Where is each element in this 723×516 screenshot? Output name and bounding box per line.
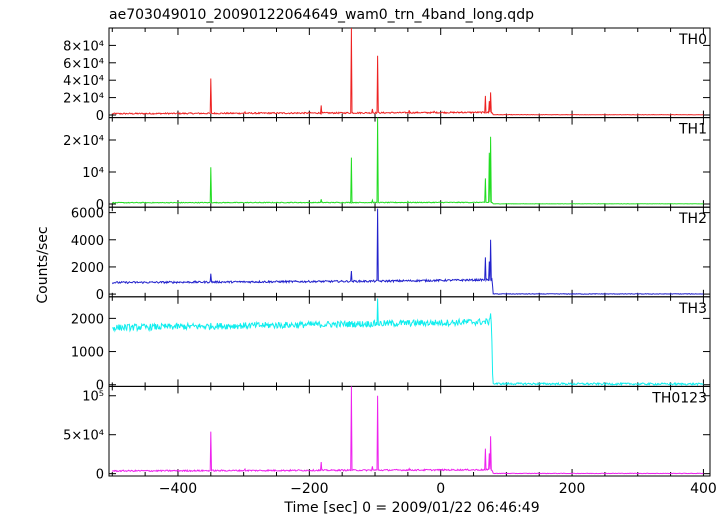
x-tick-label: −200 <box>290 481 328 497</box>
panel-label: TH0123 <box>651 390 707 406</box>
panel-frame <box>108 296 711 387</box>
panel-frame <box>108 27 711 119</box>
y-tick-label: 2000 <box>71 261 104 276</box>
panel-frame <box>108 117 711 208</box>
y-tick-label: 6000 <box>71 207 104 222</box>
y-tick-label: 5×10⁴ <box>63 429 104 444</box>
panel-th1: 0 10⁴ 2×10⁴ TH1 <box>63 117 711 213</box>
y-tick-label: 6×10⁴ <box>63 57 104 72</box>
x-tick-label: 0 <box>436 481 445 497</box>
x-tick-label: 400 <box>690 481 717 497</box>
y-tick-label: 1000 <box>71 346 104 361</box>
y-tick-label: 2000 <box>71 312 104 327</box>
panel-label: TH2 <box>678 211 707 227</box>
y-tick-label: 2×10⁴ <box>63 134 104 149</box>
panel-frame <box>108 206 711 298</box>
panel-label: TH0 <box>678 32 707 48</box>
x-tick-label: −400 <box>159 481 197 497</box>
panel-label: TH3 <box>678 301 707 317</box>
y-axis-label: Counts/sec <box>35 226 51 303</box>
x-axis-label: Time [sec] 0 = 2009/01/22 06:46:49 <box>283 500 539 516</box>
y-tick-label: 0 <box>96 379 104 394</box>
series-line-th0 <box>111 27 704 116</box>
panel-frame <box>108 385 711 477</box>
panel-th2: 0 2000 4000 6000 TH2 <box>71 206 711 303</box>
series-line-th1 <box>111 117 704 205</box>
y-tick-label: 8×10⁴ <box>63 39 104 54</box>
y-tick-label: 4×10⁴ <box>63 74 104 89</box>
y-tick-label: 0 <box>96 109 104 124</box>
y-tick-label: 2×10⁴ <box>63 92 104 107</box>
file-title: ae703049010_20090122064649_wam0_trn_4ban… <box>109 7 534 23</box>
y-tick-label: 10⁴ <box>82 166 104 181</box>
panel-th0123: 0 5×10⁴ 10⁵ TH0123 <box>63 385 711 483</box>
panels-group: 0 2×10⁴ 4×10⁴ 6×10⁴ 8×10⁴ TH0 0 10⁴ 2×10⁴ TH1 0 200… <box>63 27 711 483</box>
series-line-th3 <box>112 298 704 387</box>
y-tick-label: 0 <box>96 198 104 213</box>
x-tick-label: 200 <box>559 481 586 497</box>
y-tick-label: 0 <box>96 468 104 483</box>
series-line-th2 <box>111 208 704 295</box>
series-line-th0123 <box>111 386 704 475</box>
panel-th3: 0 1000 2000 TH3 <box>71 296 711 394</box>
y-tick-label: 4000 <box>71 234 104 249</box>
panel-label: TH1 <box>678 122 707 138</box>
x-tick-labels: −400 −200 0 200 400 <box>159 481 717 497</box>
panel-th0: 0 2×10⁴ 4×10⁴ 6×10⁴ 8×10⁴ TH0 <box>63 27 711 124</box>
y-tick-label: 10⁵ <box>82 390 104 405</box>
y-tick-label: 0 <box>96 288 104 303</box>
